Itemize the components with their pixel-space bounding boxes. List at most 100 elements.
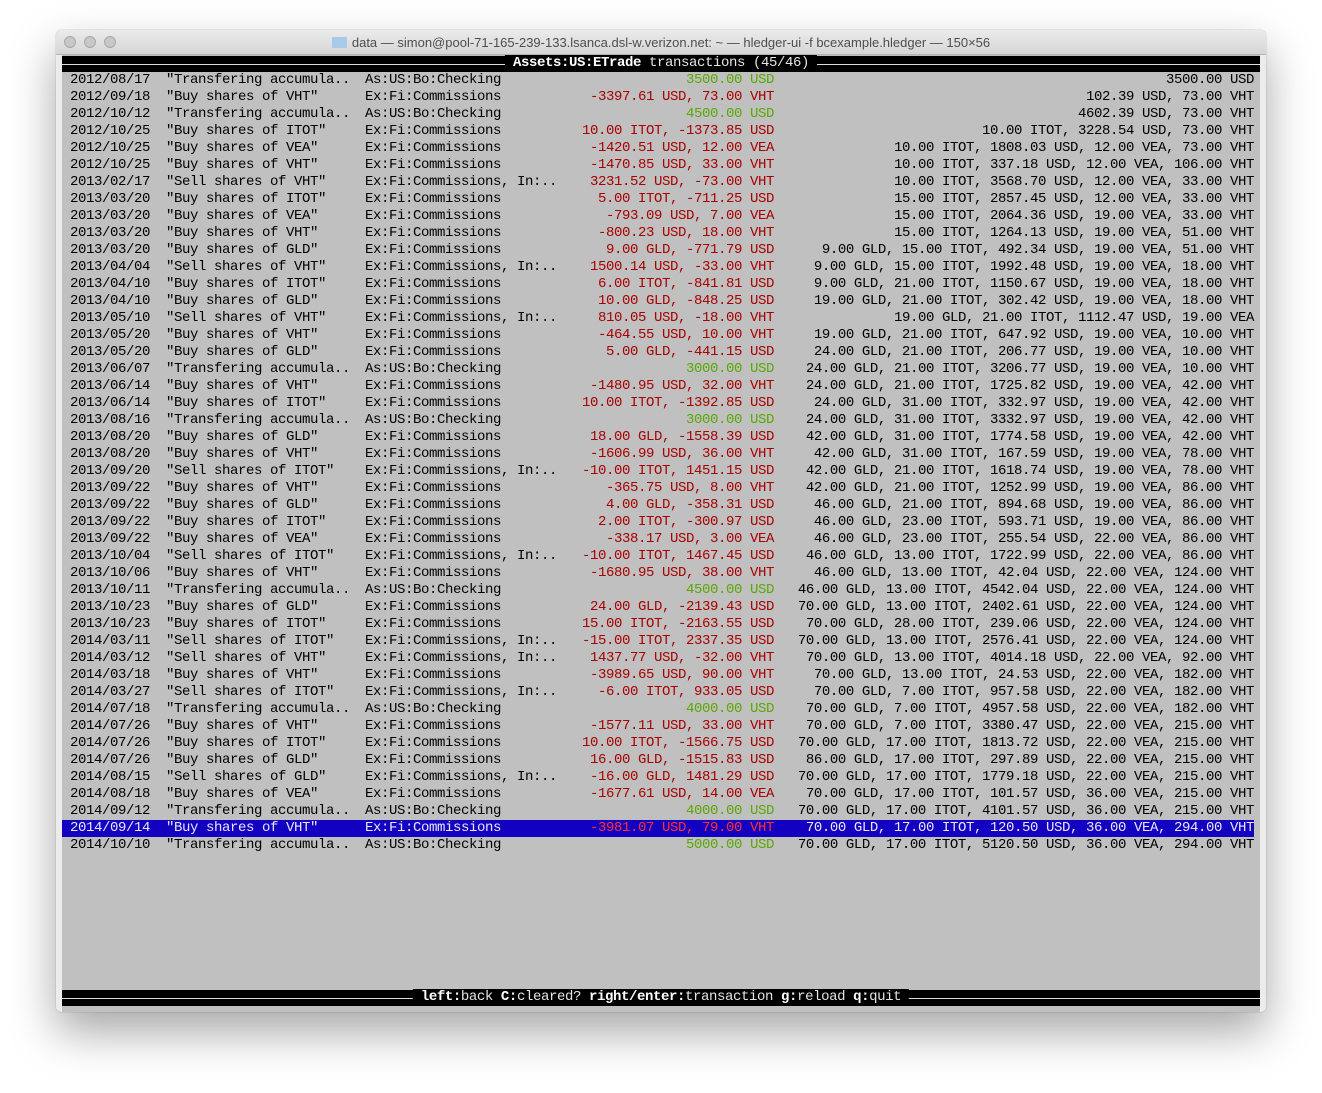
transaction-row[interactable]: 2013/08/16 "Transfering accumula.. As:US:B…: [62, 412, 1254, 429]
transaction-amount: 10.00 ITOT, -1566.75 USD: [581, 735, 774, 751]
transaction-row[interactable]: 2013/06/07 "Transfering accumula.. As:US:B…: [62, 361, 1254, 378]
transaction-amount: -800.23 USD, 18.00 VHT: [597, 225, 774, 241]
transaction-row[interactable]: 2014/07/26 "Buy shares of GLD" Ex:Fi:Commi…: [62, 752, 1254, 769]
transaction-amount: -6.00 ITOT, 933.05 USD: [597, 684, 774, 700]
transaction-row[interactable]: 2013/09/22 "Buy shares of VEA" Ex:Fi:Commi…: [62, 531, 1254, 548]
transaction-row[interactable]: 2014/08/15 "Sell shares of GLD" Ex:Fi:Comm…: [62, 769, 1254, 786]
transaction-description: "Buy shares of VHT": [166, 89, 319, 105]
transaction-row[interactable]: 2013/05/20 "Buy shares of VHT" Ex:Fi:Commi…: [62, 327, 1254, 344]
running-balance: 24.00 GLD, 31.00 ITOT, 3332.97 USD, 19.0…: [805, 412, 1254, 428]
transaction-row[interactable]: 2014/10/10 "Transfering accumula.. As:US:B…: [62, 837, 1254, 854]
transaction-row[interactable]: 2013/03/20 "Buy shares of GLD" Ex:Fi:Commi…: [62, 242, 1254, 259]
transaction-amount: -1577.11 USD, 33.00 VHT: [589, 718, 774, 734]
other-accounts: Ex:Fi:Commissions: [365, 293, 502, 309]
transaction-row[interactable]: 2013/10/04 "Sell shares of ITOT" Ex:Fi:Com…: [62, 548, 1254, 565]
transaction-date: 2014/10/10: [70, 837, 151, 853]
transaction-amount: 4000.00 USD: [685, 803, 774, 819]
transaction-description: "Buy shares of ITOT": [166, 616, 327, 632]
transaction-row[interactable]: 2014/07/26 "Buy shares of ITOT" Ex:Fi:Comm…: [62, 735, 1254, 752]
minimize-button[interactable]: [84, 36, 96, 48]
transaction-date: 2014/07/18: [70, 701, 151, 717]
transaction-row[interactable]: 2013/09/22 "Buy shares of VHT" Ex:Fi:Commi…: [62, 480, 1254, 497]
key-separator: :: [452, 989, 461, 1005]
transaction-amount: -1680.95 USD, 38.00 VHT: [589, 565, 774, 581]
transaction-row[interactable]: 2014/08/18 "Buy shares of VEA" Ex:Fi:Commi…: [62, 786, 1254, 803]
transaction-row[interactable]: 2013/04/10 "Buy shares of ITOT" Ex:Fi:Comm…: [62, 276, 1254, 293]
transaction-row[interactable]: 2013/06/14 "Buy shares of VHT" Ex:Fi:Commi…: [62, 378, 1254, 395]
running-balance: 10.00 ITOT, 3228.54 USD, 73.00 VHT: [981, 123, 1254, 139]
other-accounts: Ex:Fi:Commissions: [365, 497, 502, 513]
transaction-row[interactable]: 2013/08/20 "Buy shares of VHT" Ex:Fi:Commi…: [62, 446, 1254, 463]
screen-suffix: transactions (45/46): [641, 55, 810, 71]
running-balance: 86.00 GLD, 17.00 ITOT, 297.89 USD, 22.00…: [805, 752, 1254, 768]
transaction-row[interactable]: 2013/05/10 "Sell shares of VHT" Ex:Fi:Comm…: [62, 310, 1254, 327]
transaction-description: "Buy shares of VEA": [166, 208, 319, 224]
transaction-row[interactable]: 2013/03/20 "Buy shares of VHT" Ex:Fi:Commi…: [62, 225, 1254, 242]
header-bar: Assets:US:ETrade transactions (45/46): [62, 55, 1260, 72]
transaction-row[interactable]: 2012/10/25 "Buy shares of VHT" Ex:Fi:Commi…: [62, 157, 1254, 174]
running-balance: 70.00 GLD, 17.00 ITOT, 120.50 USD, 36.00…: [805, 820, 1254, 836]
running-balance: 24.00 GLD, 21.00 ITOT, 3206.77 USD, 19.0…: [805, 361, 1254, 377]
transaction-row[interactable]: 2013/10/23 "Buy shares of ITOT" Ex:Fi:Comm…: [62, 616, 1254, 633]
account-name: Assets:US:ETrade: [512, 55, 641, 71]
transaction-row[interactable]: 2014/09/12 "Transfering accumula.. As:US:B…: [62, 803, 1254, 820]
running-balance: 24.00 GLD, 21.00 ITOT, 206.77 USD, 19.00…: [813, 344, 1254, 360]
transaction-date: 2012/09/18: [70, 89, 151, 105]
transaction-row[interactable]: 2013/09/22 "Buy shares of ITOT" Ex:Fi:Comm…: [62, 514, 1254, 531]
transaction-description: "Buy shares of VHT": [166, 225, 319, 241]
transaction-amount: 1500.14 USD, -33.00 VHT: [589, 259, 774, 275]
transaction-row[interactable]: 2013/10/23 "Buy shares of GLD" Ex:Fi:Commi…: [62, 599, 1254, 616]
transaction-row[interactable]: 2013/04/04 "Sell shares of VHT" Ex:Fi:Comm…: [62, 259, 1254, 276]
terminal[interactable]: Assets:US:ETrade transactions (45/46) 20…: [62, 55, 1260, 1012]
transaction-date: 2013/03/20: [70, 225, 151, 241]
transaction-row[interactable]: 2013/08/20 "Buy shares of GLD" Ex:Fi:Commi…: [62, 429, 1254, 446]
zoom-button[interactable]: [104, 36, 116, 48]
transaction-row[interactable]: 2012/10/25 "Buy shares of ITOT" Ex:Fi:Comm…: [62, 123, 1254, 140]
selected-transaction-row[interactable]: 2014/09/14 "Buy shares of VHT" Ex:Fi:Commi…: [62, 820, 1254, 837]
transaction-row[interactable]: 2012/10/25 "Buy shares of VEA" Ex:Fi:Commi…: [62, 140, 1254, 157]
running-balance: 19.00 GLD, 21.00 ITOT, 647.92 USD, 19.00…: [813, 327, 1254, 343]
running-balance: 70.00 GLD, 7.00 ITOT, 3380.47 USD, 22.00…: [805, 718, 1254, 734]
transaction-date: 2013/06/14: [70, 378, 151, 394]
transaction-row[interactable]: 2013/02/17 "Sell shares of VHT" Ex:Fi:Comm…: [62, 174, 1254, 191]
transaction-description: "Transfering accumula..: [166, 582, 351, 598]
transaction-row[interactable]: 2014/07/26 "Buy shares of VHT" Ex:Fi:Commi…: [62, 718, 1254, 735]
other-accounts: As:US:Bo:Checking: [365, 361, 502, 377]
transaction-row[interactable]: 2014/03/27 "Sell shares of ITOT" Ex:Fi:Com…: [62, 684, 1254, 701]
other-accounts: Ex:Fi:Commissions: [365, 429, 502, 445]
transaction-row[interactable]: 2012/09/18 "Buy shares of VHT" Ex:Fi:Commi…: [62, 89, 1254, 106]
transaction-amount: 2.00 ITOT, -300.97 USD: [597, 514, 774, 530]
transaction-amount: 810.05 USD, -18.00 VHT: [597, 310, 774, 326]
close-button[interactable]: [64, 36, 76, 48]
transaction-row[interactable]: 2012/10/12 "Transfering accumula.. As:US:B…: [62, 106, 1254, 123]
transaction-date: 2013/03/20: [70, 191, 151, 207]
transaction-row[interactable]: 2013/09/20 "Sell shares of ITOT" Ex:Fi:Com…: [62, 463, 1254, 480]
transaction-row[interactable]: 2013/06/14 "Buy shares of ITOT" Ex:Fi:Comm…: [62, 395, 1254, 412]
transaction-row[interactable]: 2013/05/20 "Buy shares of GLD" Ex:Fi:Commi…: [62, 344, 1254, 361]
transaction-row[interactable]: 2012/08/17 "Transfering accumula.. As:US:B…: [62, 72, 1254, 89]
transaction-row[interactable]: 2014/07/18 "Transfering accumula.. As:US:B…: [62, 701, 1254, 718]
transaction-amount: 5.00 GLD, -441.15 USD: [605, 344, 774, 360]
transaction-description: "Sell shares of VHT": [166, 259, 327, 275]
running-balance: 42.00 GLD, 21.00 ITOT, 1252.99 USD, 19.0…: [805, 480, 1254, 496]
transaction-row[interactable]: 2013/10/06 "Buy shares of VHT" Ex:Fi:Commi…: [62, 565, 1254, 582]
transaction-row[interactable]: 2013/04/10 "Buy shares of GLD" Ex:Fi:Commi…: [62, 293, 1254, 310]
running-balance: 9.00 GLD, 15.00 ITOT, 1992.48 USD, 19.00…: [813, 259, 1254, 275]
other-accounts: Ex:Fi:Commissions, In:..: [365, 463, 558, 479]
other-accounts: As:US:Bo:Checking: [365, 582, 502, 598]
running-balance: 70.00 GLD, 28.00 ITOT, 239.06 USD, 22.00…: [805, 616, 1254, 632]
transaction-row[interactable]: 2013/03/20 "Buy shares of ITOT" Ex:Fi:Comm…: [62, 191, 1254, 208]
transaction-row[interactable]: 2014/03/12 "Sell shares of VHT" Ex:Fi:Comm…: [62, 650, 1254, 667]
key-cleared: C: [500, 989, 509, 1005]
transaction-row[interactable]: 2013/09/22 "Buy shares of GLD" Ex:Fi:Commi…: [62, 497, 1254, 514]
transaction-row[interactable]: 2013/03/20 "Buy shares of VEA" Ex:Fi:Commi…: [62, 208, 1254, 225]
other-accounts: Ex:Fi:Commissions: [365, 191, 502, 207]
transaction-date: 2012/10/25: [70, 123, 151, 139]
transaction-amount: 3000.00 USD: [685, 361, 774, 377]
transaction-row[interactable]: 2014/03/11 "Sell shares of ITOT" Ex:Fi:Com…: [62, 633, 1254, 650]
transaction-row[interactable]: 2013/10/11 "Transfering accumula.. As:US:B…: [62, 582, 1254, 599]
transaction-description: "Buy shares of ITOT": [166, 276, 327, 292]
other-accounts: As:US:Bo:Checking: [365, 106, 502, 122]
transaction-description: "Buy shares of VHT": [166, 327, 319, 343]
transaction-row[interactable]: 2014/03/18 "Buy shares of VHT" Ex:Fi:Commi…: [62, 667, 1254, 684]
